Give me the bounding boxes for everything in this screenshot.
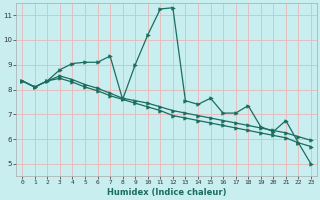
X-axis label: Humidex (Indice chaleur): Humidex (Indice chaleur) <box>107 188 226 197</box>
